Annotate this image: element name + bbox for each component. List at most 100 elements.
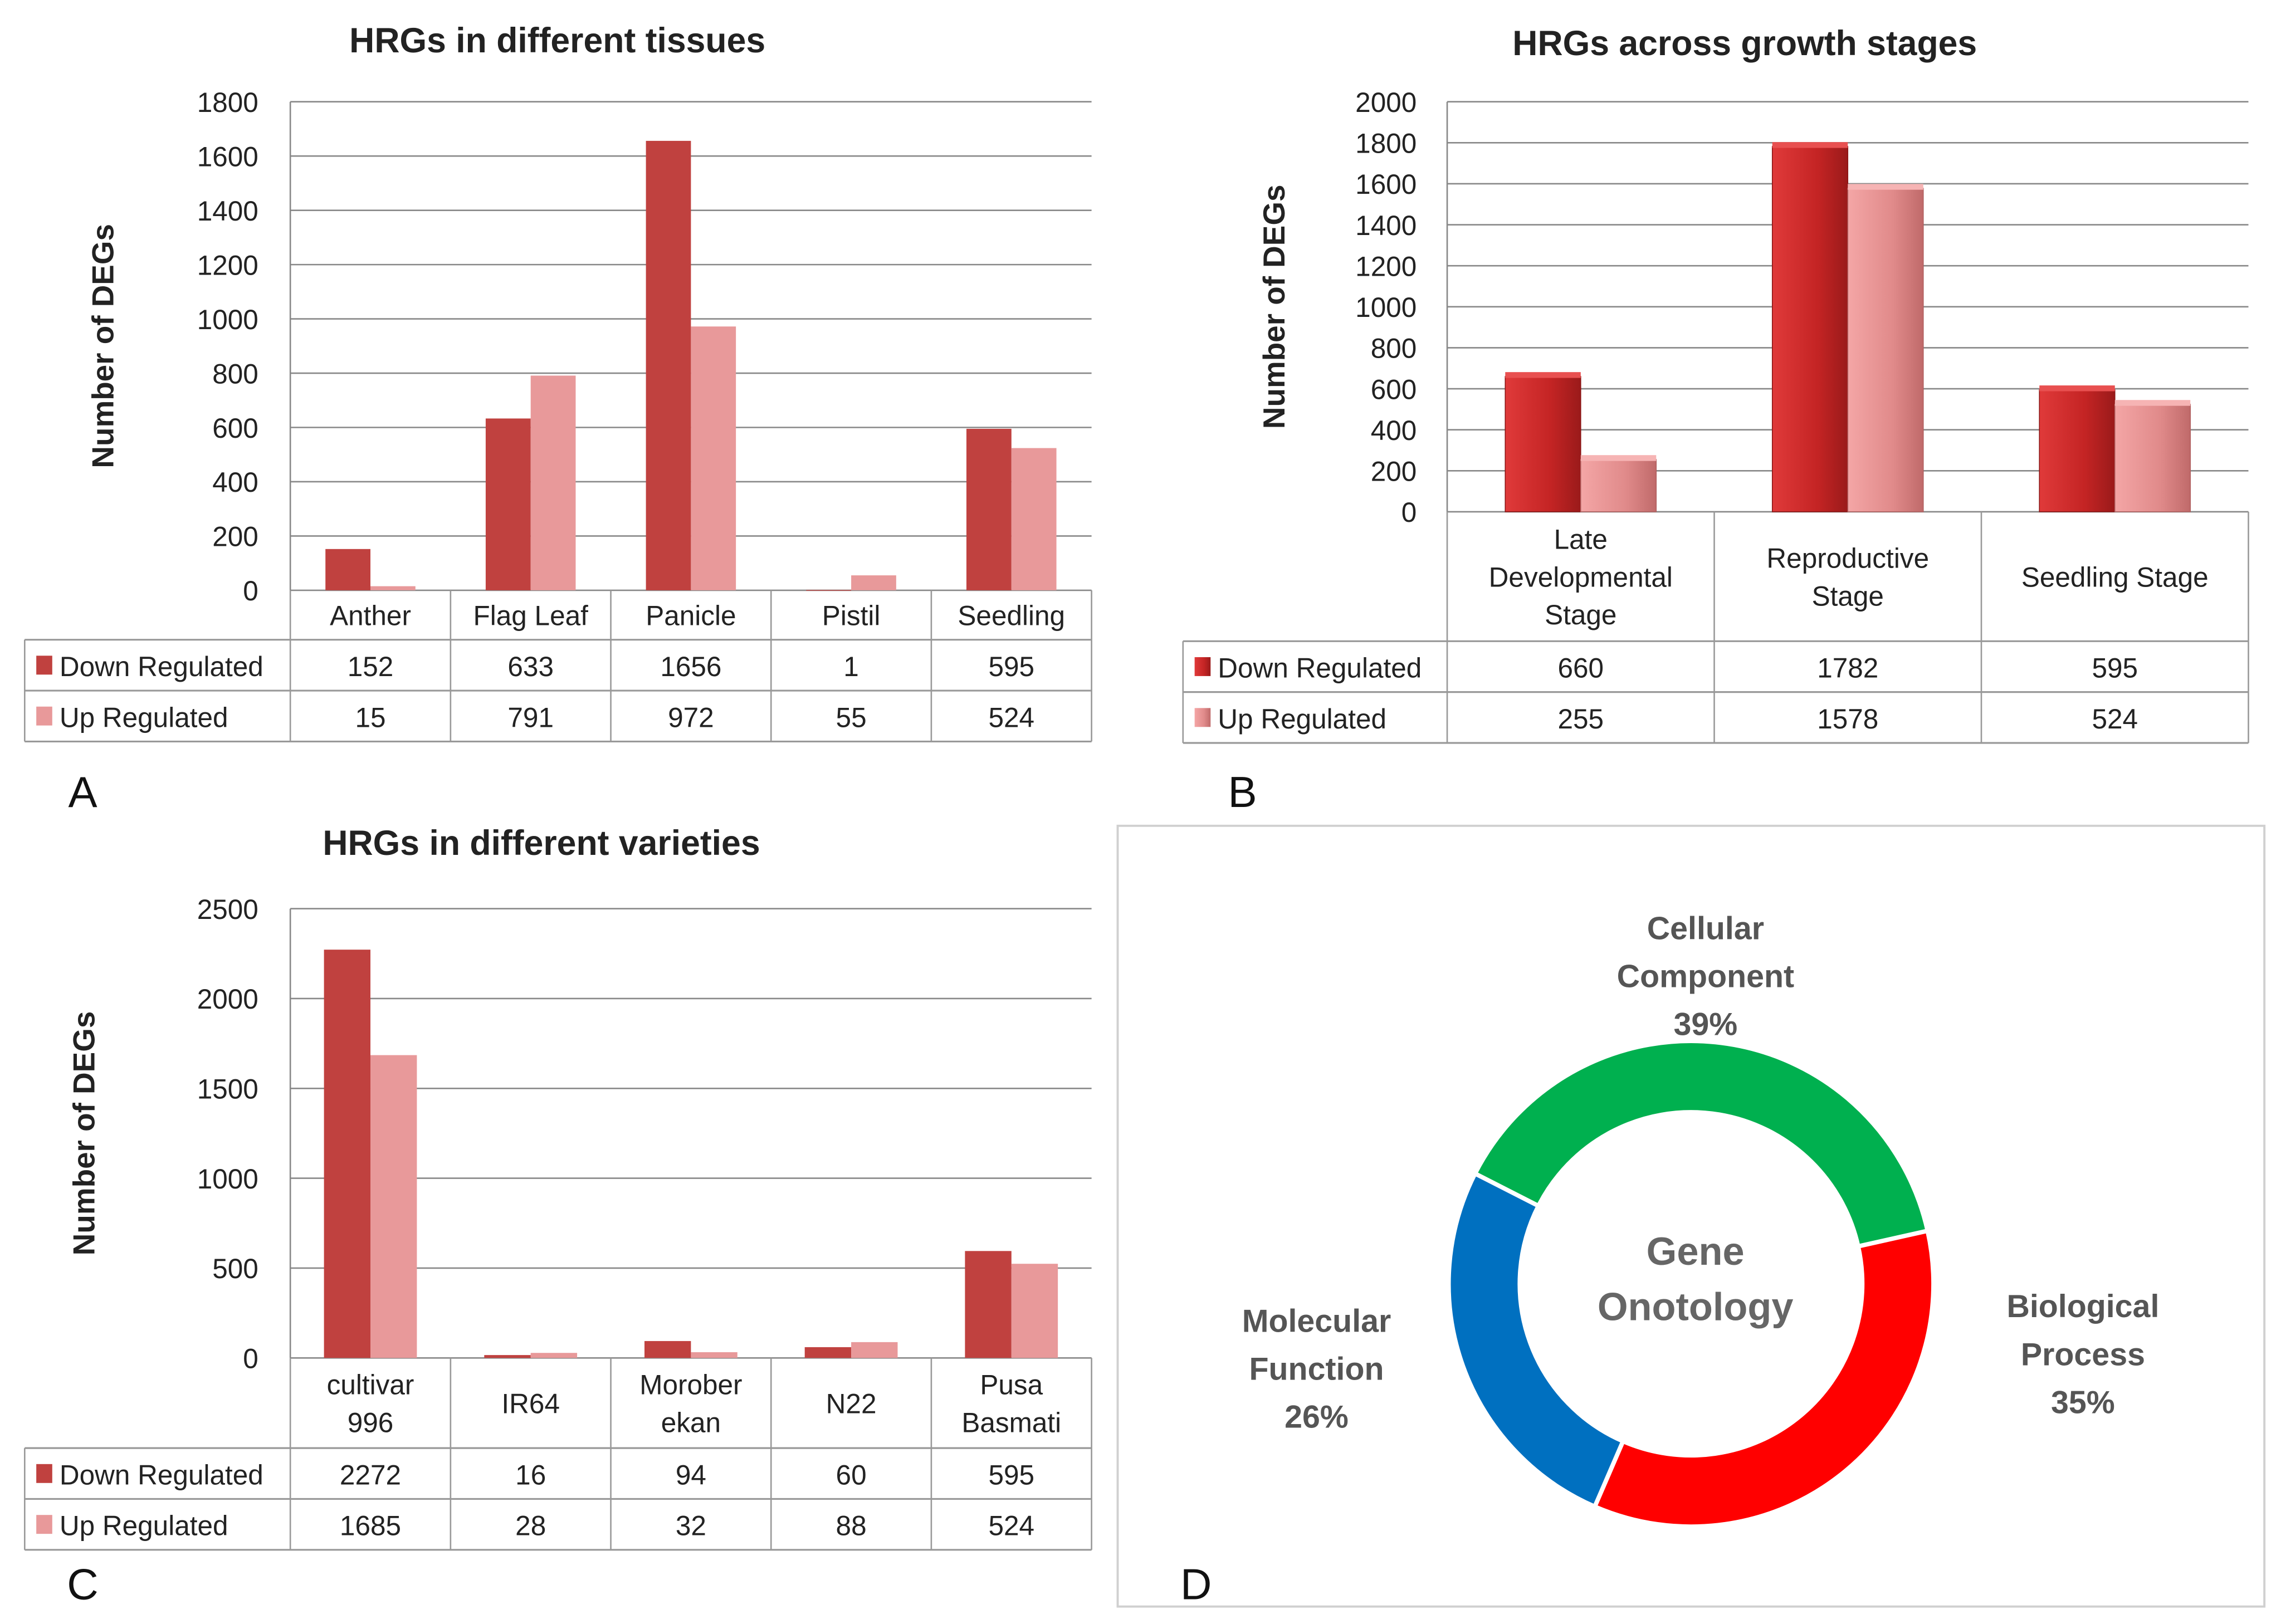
table-value: 16 <box>515 1459 546 1490</box>
table-value: 1578 <box>1817 703 1878 735</box>
bar-up-regulated <box>530 1353 578 1358</box>
table-value: 152 <box>348 651 394 682</box>
bar-down-regulated <box>966 428 1012 590</box>
legend-label: Up Regulated <box>60 1510 228 1542</box>
bar-down-regulated <box>1505 376 1581 512</box>
slice-label: Function <box>1249 1351 1384 1387</box>
bar-top-face <box>1505 372 1581 378</box>
legend-label: Up Regulated <box>60 702 228 733</box>
bar-down-regulated <box>484 1355 531 1358</box>
category-label: Stage <box>1545 599 1616 630</box>
category-label: Developmental <box>1489 561 1673 593</box>
category-label: Seedling Stage <box>2021 561 2209 593</box>
bar-up-regulated <box>1580 459 1657 512</box>
table-value: 595 <box>988 651 1034 682</box>
legend-swatch-down <box>36 1464 52 1483</box>
panel-label: D <box>1180 1560 1212 1609</box>
bar-up-regulated <box>851 575 896 590</box>
table-value: 595 <box>988 1459 1034 1490</box>
category-label: Stage <box>1812 580 1884 612</box>
y-tick-label: 600 <box>212 413 258 444</box>
slice-label: Cellular <box>1647 911 1764 946</box>
y-tick-label: 1500 <box>197 1074 258 1105</box>
data-table: Down Regulated Up Regulated <box>1182 511 2249 744</box>
data-table: Down Regulated Up Regulated <box>23 1358 1092 1551</box>
donut-center-text: Onotology <box>1598 1284 1794 1328</box>
y-axis-label: Number of DEGs <box>1257 185 1291 429</box>
y-tick-label: 1600 <box>197 141 258 172</box>
y-tick-label: 200 <box>212 521 258 552</box>
donut-slice-molecular-function <box>1446 1170 1626 1510</box>
table-value: 2272 <box>340 1459 401 1490</box>
category-label: ekan <box>661 1407 721 1438</box>
category-label: Reproductive <box>1766 542 1929 574</box>
y-axis-label: Number of DEGs <box>85 224 120 468</box>
slice-percent: 39% <box>1674 1007 1738 1043</box>
y-tick-label: 1600 <box>1355 169 1417 200</box>
legend-swatch-down <box>1194 657 1211 676</box>
table-value: 94 <box>676 1459 706 1490</box>
donut-slice-biological-process <box>1591 1228 1936 1529</box>
table-value: 15 <box>355 702 385 733</box>
bar-down-regulated <box>2039 389 2116 512</box>
slice-label: Biological <box>2006 1289 2159 1324</box>
panel-label: A <box>68 767 97 816</box>
y-tick-label: 1800 <box>197 87 258 118</box>
bar-down-regulated <box>965 1251 1012 1358</box>
slice-percent: 26% <box>1284 1400 1349 1435</box>
bar-up-regulated <box>691 1352 737 1358</box>
y-tick-label: 2500 <box>197 894 258 925</box>
y-tick-label: 2000 <box>197 984 258 1015</box>
chart-title: HRGs in different tissues <box>349 21 765 60</box>
table-value: 524 <box>2092 703 2138 735</box>
legend-swatch-up <box>36 1515 52 1534</box>
category-label: Basmati <box>961 1407 1061 1438</box>
legend-label: Down Regulated <box>60 1459 263 1490</box>
legend-swatch-up <box>36 706 52 726</box>
donut-center-text: Gene <box>1647 1229 1745 1273</box>
y-tick-label: 1400 <box>1355 210 1417 241</box>
category-label: 996 <box>348 1407 394 1438</box>
legend-label: Down Regulated <box>60 651 263 682</box>
y-axis-label: Number of DEGs <box>66 1011 101 1256</box>
y-tick-label: 200 <box>1371 456 1417 487</box>
table-value: 55 <box>836 702 867 733</box>
category-label: Panicle <box>646 600 736 632</box>
category-label: Pistil <box>822 600 881 632</box>
category-label: N22 <box>826 1388 877 1419</box>
bar-up-regulated <box>2114 404 2191 512</box>
data-table: Down Regulated Up Regulated <box>23 590 1092 742</box>
bar-top-face <box>1772 142 1848 148</box>
table-value: 1 <box>843 651 859 682</box>
legend-swatch-down <box>36 656 52 675</box>
category-label: cultivar <box>327 1369 414 1400</box>
bar-top-face <box>1580 455 1657 461</box>
category-label: Anther <box>330 600 411 632</box>
donut-chart-panel-D: D Cellular Component 39% Biological Process 35… <box>1116 824 2266 1609</box>
table-value: 28 <box>515 1510 546 1542</box>
category-label: Morober <box>639 1369 742 1400</box>
slice-label: Process <box>2021 1337 2145 1372</box>
legend-label: Up Regulated <box>1218 703 1386 735</box>
table-value: 255 <box>1557 703 1604 735</box>
slice-label: Molecular <box>1242 1303 1391 1339</box>
legend-label: Down Regulated <box>1218 652 1422 683</box>
bar-top-face <box>2114 400 2191 406</box>
y-tick-label: 500 <box>212 1253 258 1284</box>
bar-up-regulated <box>1847 188 1924 512</box>
y-tick-label: 0 <box>243 575 258 606</box>
category-label: Flag Leaf <box>473 600 589 632</box>
y-tick-label: 400 <box>212 467 258 498</box>
table-value: 660 <box>1557 652 1604 683</box>
slice-label: Component <box>1617 959 1794 995</box>
bar-down-regulated <box>804 1347 852 1358</box>
y-tick-label: 1200 <box>1355 251 1417 282</box>
bar-top-face <box>1848 184 1923 190</box>
bar-up-regulated <box>1011 1264 1058 1358</box>
table-value: 972 <box>668 702 714 733</box>
bar-down-regulated <box>646 140 691 590</box>
bar-top-face <box>2039 385 2115 392</box>
y-tick-label: 1400 <box>197 195 258 227</box>
bar-up-regulated <box>691 326 736 590</box>
